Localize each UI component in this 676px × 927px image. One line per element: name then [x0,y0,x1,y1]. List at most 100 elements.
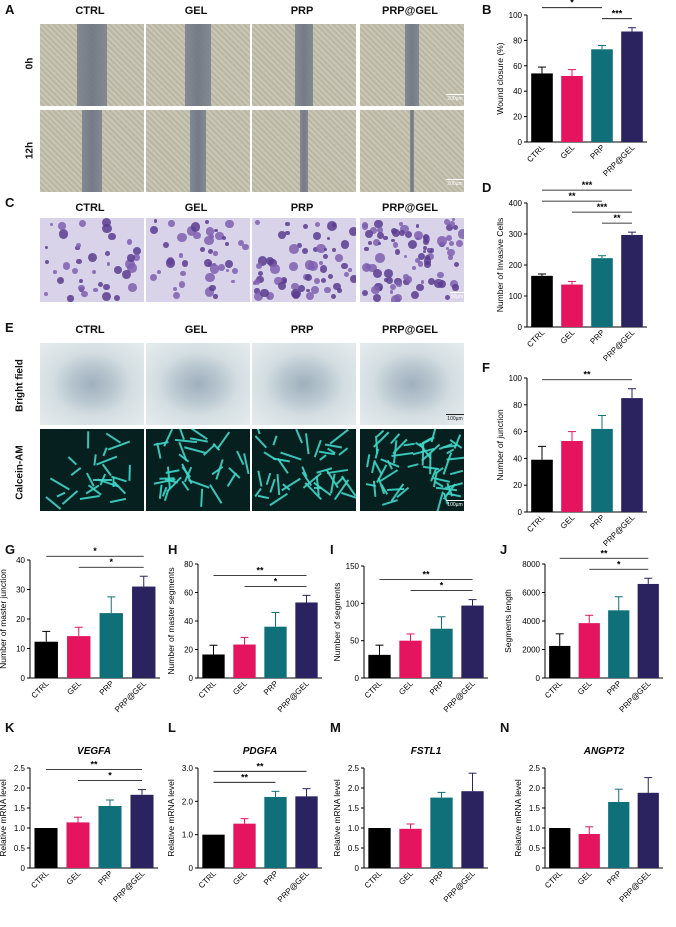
cell [254,279,261,286]
cell [377,227,383,234]
x-tick-label: GEL [397,679,415,697]
cell [97,281,104,288]
cell [423,261,431,268]
x-tick-label: PRP@GEL [601,513,636,548]
x-tick-label: PRP [98,679,116,697]
cell [448,240,454,246]
cell [205,227,215,236]
calcein-image [40,429,144,511]
bar-prp [264,626,287,678]
transwell-image [252,218,356,302]
cell [93,287,99,293]
cell [181,260,189,267]
cell [49,222,54,227]
cell [57,222,66,231]
cell [190,222,200,232]
bar-prp [591,49,613,142]
transwell-image [146,218,250,302]
x-tick-label: PRP@GEL [601,328,636,363]
cell [221,236,226,241]
scratch-image [146,24,250,106]
cell [404,230,413,238]
transwell-image [360,218,464,302]
cell [393,242,399,248]
bright-field-image [360,343,464,425]
x-tick-label: PRP@GEL [276,869,311,904]
cell [416,224,420,228]
bar-prp-at-gel [461,605,484,678]
bar-prp [98,806,122,868]
y-tick-label: 40 [513,87,522,96]
y-tick-label: 1.0 [529,824,541,833]
cell [172,291,181,299]
significance-label: ** [256,565,264,575]
bar-gel [561,440,583,512]
cell [372,268,382,278]
significance-label: ** [422,570,430,580]
panel-label-e: E [5,320,14,335]
significance-label: *** [597,202,608,212]
cell [340,240,349,249]
x-tick-label: CTRL [363,869,385,891]
x-tick-label: PRP@GEL [442,869,477,904]
significance-label: * [274,576,278,586]
cell [156,269,161,274]
cell [403,254,407,259]
x-tick-label: GEL [576,679,594,697]
y-tick-label: 80 [184,560,193,569]
cell [376,231,384,240]
bar-ctrl [549,645,571,678]
panel-e-scalebar-bright: 100µm [446,414,464,422]
cell [437,271,445,279]
x-tick-label: PRP@GEL [111,869,146,904]
bar-prp [430,628,453,678]
panel-e-col-ctrl: CTRL [75,324,105,336]
bar-ctrl [34,828,58,868]
cell [407,240,417,250]
x-tick-label: GEL [231,869,249,887]
cell [114,294,121,301]
bar-ctrl [368,828,391,868]
cell [348,268,352,272]
x-tick-label: PRP [428,679,446,697]
cell [101,291,111,301]
cell [254,288,260,294]
panel-c-col-prp: PRP [290,202,314,214]
chart-title: PDGFA [243,746,277,757]
x-tick-label: PRP [96,869,114,887]
cell [306,291,315,300]
panel-a-col-ctrl: CTRL [75,5,105,17]
bar-ctrl [368,654,391,678]
y-tick-label: 0 [355,674,360,683]
cell [43,292,48,297]
wound-gap [300,110,308,192]
calcein-image [360,429,464,511]
cell [372,293,382,302]
panel-e-col-prpgel: PRP@GEL [382,324,438,336]
cell [133,254,140,262]
cell [257,256,268,266]
bar-ctrl [34,641,58,678]
cell [385,276,394,284]
y-tick-label: 2.0 [182,797,194,806]
bar-ctrl [549,828,571,868]
cell [79,219,87,227]
y-tick-label: 2.5 [14,764,26,773]
wound-gap [82,110,102,192]
cell [452,218,456,222]
x-tick-label: PRP@GEL [276,679,311,714]
cell [318,260,323,265]
panel-label-f: F [482,360,490,375]
significance-label: * [440,581,444,591]
scratch-image [40,24,144,106]
cell [389,290,394,294]
x-tick-label: PRP@GEL [442,679,477,714]
y-tick-label: 100 [346,599,360,608]
cell [274,276,283,286]
y-axis-label: Number of segments [332,583,342,662]
cell [445,294,451,300]
cell [328,273,334,279]
y-axis-label: Wound closure (%) [495,42,505,114]
y-tick-label: 60 [513,428,522,437]
